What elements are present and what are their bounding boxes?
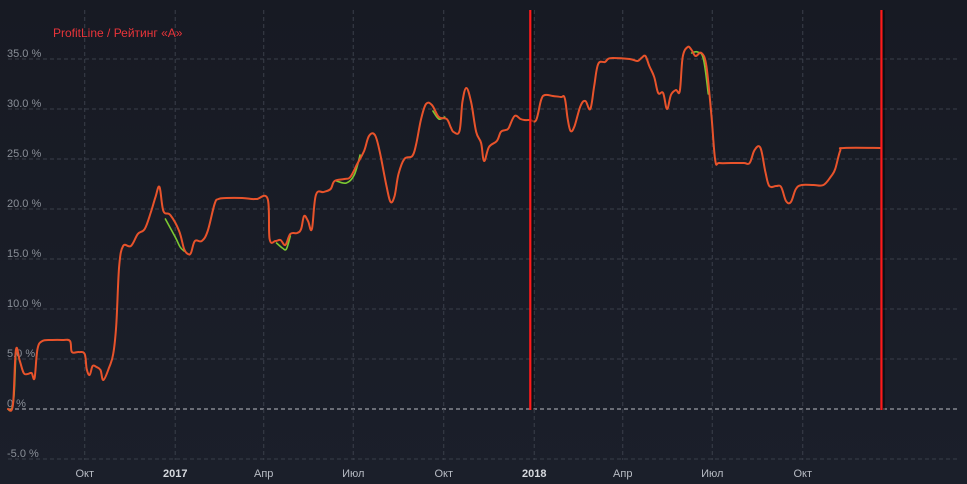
y-tick-label: 35.0 % <box>7 48 41 60</box>
x-tick-label: Июл <box>342 468 364 480</box>
x-axis: Окт 2017 Апр Июл Окт 2018 Апр Июл Окт <box>75 468 812 480</box>
x-tick-label: Апр <box>254 468 273 480</box>
x-tick-label: Июл <box>701 468 723 480</box>
marker-layer <box>529 10 885 410</box>
x-tick-label: 2018 <box>522 468 546 480</box>
y-tick-label: 20.0 % <box>7 198 41 210</box>
y-tick-label: 10.0 % <box>7 298 41 310</box>
x-tick-label: Окт <box>75 468 94 480</box>
grid <box>8 10 958 460</box>
y-tick-label: 15.0 % <box>7 248 41 260</box>
x-tick-label: Апр <box>613 468 632 480</box>
x-tick-label: 2017 <box>163 468 187 480</box>
x-tick-label: Окт <box>793 468 812 480</box>
y-tick-label: -5.0 % <box>7 448 39 460</box>
series-secondary-segment <box>275 235 292 251</box>
x-tick-label: Окт <box>434 468 453 480</box>
y-tick-label: 30.0 % <box>7 98 41 110</box>
y-tick-label: 0 % <box>7 398 26 410</box>
chart-title: ProfitLine / Рейтинг «А» <box>53 26 183 40</box>
y-axis: 35.0 % 30.0 % 25.0 % 20.0 % 15.0 % 10.0 % 5.0 … <box>7 48 41 460</box>
y-tick-label: 25.0 % <box>7 148 41 160</box>
series-main-line <box>7 45 883 412</box>
series-layer <box>7 45 883 412</box>
y-tick-label: 5.0 % <box>7 348 35 360</box>
series-secondary-segment <box>690 50 710 95</box>
series-secondary-segment <box>164 218 185 252</box>
